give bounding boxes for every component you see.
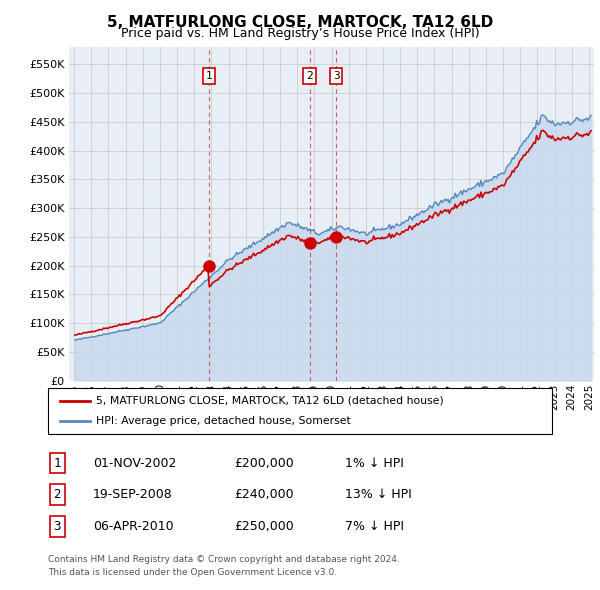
Text: 2: 2 — [53, 488, 61, 501]
Text: 1% ↓ HPI: 1% ↓ HPI — [345, 457, 404, 470]
Text: £200,000: £200,000 — [234, 457, 294, 470]
Text: £250,000: £250,000 — [234, 520, 294, 533]
Text: 5, MATFURLONG CLOSE, MARTOCK, TA12 6LD (detached house): 5, MATFURLONG CLOSE, MARTOCK, TA12 6LD (… — [96, 395, 444, 405]
Text: 3: 3 — [333, 71, 340, 81]
Text: 13% ↓ HPI: 13% ↓ HPI — [345, 488, 412, 501]
Text: 3: 3 — [53, 520, 61, 533]
Text: 2: 2 — [306, 71, 313, 81]
Text: 7% ↓ HPI: 7% ↓ HPI — [345, 520, 404, 533]
Text: 1: 1 — [205, 71, 212, 81]
Text: Price paid vs. HM Land Registry’s House Price Index (HPI): Price paid vs. HM Land Registry’s House … — [121, 27, 479, 40]
Text: 06-APR-2010: 06-APR-2010 — [93, 520, 173, 533]
Text: 19-SEP-2008: 19-SEP-2008 — [93, 488, 173, 501]
Text: 01-NOV-2002: 01-NOV-2002 — [93, 457, 176, 470]
Text: 5, MATFURLONG CLOSE, MARTOCK, TA12 6LD: 5, MATFURLONG CLOSE, MARTOCK, TA12 6LD — [107, 15, 493, 30]
Text: £240,000: £240,000 — [234, 488, 293, 501]
Text: HPI: Average price, detached house, Somerset: HPI: Average price, detached house, Some… — [96, 416, 351, 426]
Text: Contains HM Land Registry data © Crown copyright and database right 2024.: Contains HM Land Registry data © Crown c… — [48, 555, 400, 564]
Text: 1: 1 — [53, 457, 61, 470]
Text: This data is licensed under the Open Government Licence v3.0.: This data is licensed under the Open Gov… — [48, 568, 337, 577]
